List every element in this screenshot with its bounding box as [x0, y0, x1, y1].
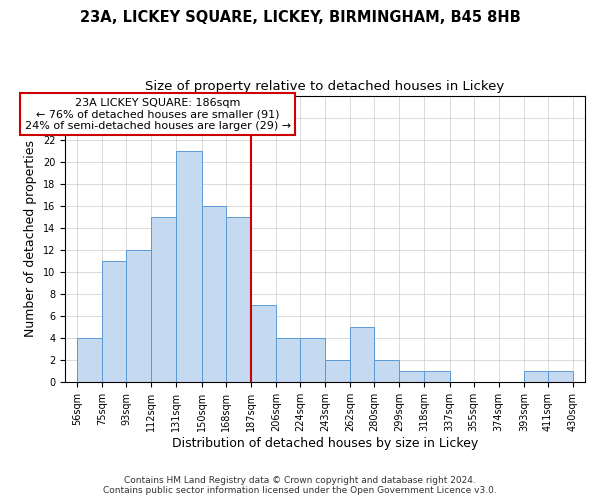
Bar — [325, 360, 350, 382]
Text: 23A, LICKEY SQUARE, LICKEY, BIRMINGHAM, B45 8HB: 23A, LICKEY SQUARE, LICKEY, BIRMINGHAM, … — [80, 10, 520, 25]
Bar — [300, 338, 325, 382]
Bar — [77, 338, 102, 382]
Bar — [548, 372, 573, 382]
X-axis label: Distribution of detached houses by size in Lickey: Distribution of detached houses by size … — [172, 437, 478, 450]
Bar — [176, 150, 202, 382]
Bar — [102, 261, 126, 382]
Y-axis label: Number of detached properties: Number of detached properties — [24, 140, 37, 338]
Bar — [202, 206, 226, 382]
Bar — [399, 372, 424, 382]
Text: 23A LICKEY SQUARE: 186sqm
← 76% of detached houses are smaller (91)
24% of semi-: 23A LICKEY SQUARE: 186sqm ← 76% of detac… — [25, 98, 291, 131]
Bar — [126, 250, 151, 382]
Bar — [424, 372, 450, 382]
Title: Size of property relative to detached houses in Lickey: Size of property relative to detached ho… — [145, 80, 505, 93]
Bar — [151, 217, 176, 382]
Bar — [524, 372, 548, 382]
Bar — [226, 217, 251, 382]
Bar — [251, 305, 276, 382]
Text: Contains HM Land Registry data © Crown copyright and database right 2024.
Contai: Contains HM Land Registry data © Crown c… — [103, 476, 497, 495]
Bar — [276, 338, 300, 382]
Bar — [374, 360, 399, 382]
Bar — [350, 327, 374, 382]
